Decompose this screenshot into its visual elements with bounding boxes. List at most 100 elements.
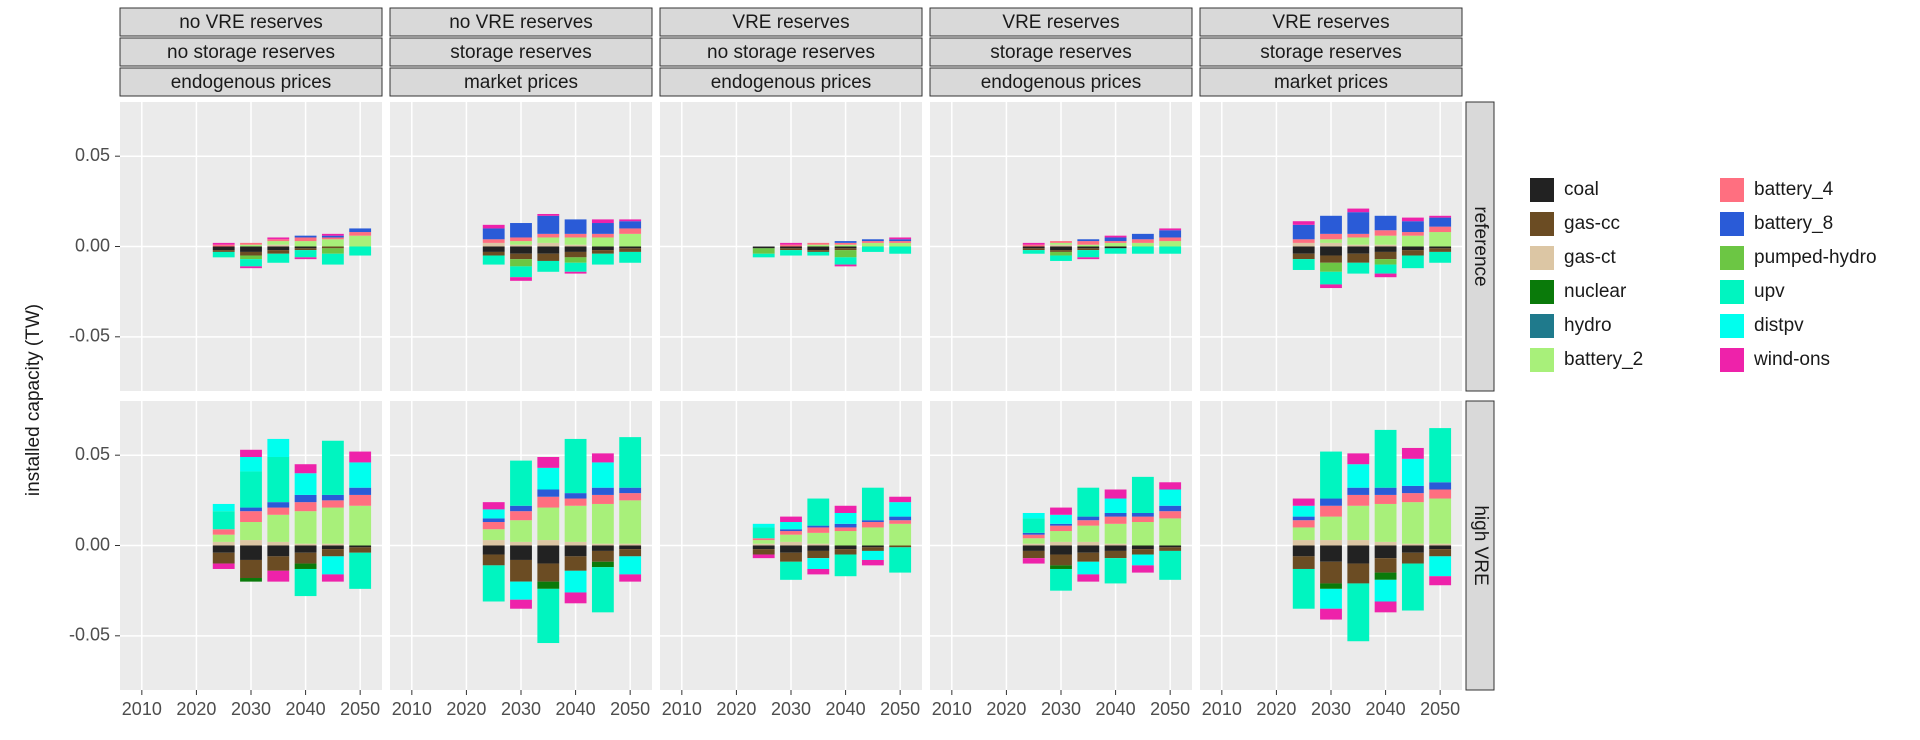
bar-segment — [537, 253, 560, 261]
bar-segment — [1159, 511, 1182, 519]
bar-segment — [1401, 502, 1424, 544]
bar-segment — [1401, 217, 1424, 222]
bar-segment — [267, 570, 290, 582]
bar-segment — [267, 502, 290, 508]
bar-segment — [834, 554, 857, 577]
bar-segment — [212, 529, 235, 535]
bar-segment — [240, 242, 262, 245]
bar-segment — [619, 545, 642, 550]
bar-segment — [349, 228, 372, 233]
legend-label: nuclear — [1564, 281, 1627, 302]
bar-segment — [780, 242, 802, 245]
bar-segment — [1401, 545, 1424, 553]
bar-segment — [267, 244, 290, 247]
bar-segment — [510, 581, 532, 600]
bar-segment — [537, 233, 560, 238]
bar-segment — [564, 244, 587, 247]
bar-segment — [564, 556, 587, 571]
bar-segment — [1050, 554, 1072, 566]
legend-key — [1530, 246, 1554, 270]
bar-segment — [267, 456, 290, 503]
x-tick-label: 2020 — [446, 699, 486, 719]
x-tick-label: 2040 — [826, 699, 866, 719]
bar-segment — [537, 237, 560, 243]
bar-segment — [1347, 583, 1370, 642]
bar-segment — [807, 532, 830, 544]
bar-segment — [591, 250, 614, 254]
x-tick-label: 2050 — [610, 699, 650, 719]
bar-segment — [1347, 487, 1370, 495]
bar-segment — [807, 251, 830, 256]
x-tick-label: 2050 — [1150, 699, 1190, 719]
bar-segment — [889, 237, 912, 240]
x-tick-label: 2040 — [1366, 699, 1406, 719]
bar-segment — [294, 552, 317, 564]
x-tick-label: 2010 — [1202, 699, 1242, 719]
y-tick-label: 0.00 — [75, 235, 110, 255]
bar-segment — [1292, 246, 1315, 254]
bar-segment — [321, 556, 344, 575]
bar-segment — [591, 223, 614, 234]
strip-label: no VRE reserves — [449, 12, 593, 33]
legend-key — [1530, 280, 1554, 304]
bar-segment — [321, 239, 344, 247]
bar-segment — [564, 545, 587, 557]
bar-segment — [1131, 246, 1154, 254]
bar-segment — [1022, 534, 1045, 539]
bar-segment — [267, 507, 290, 515]
bar-segment — [1320, 516, 1342, 541]
bar-segment — [1292, 540, 1315, 546]
bar-segment — [1104, 246, 1127, 249]
bar-segment — [619, 487, 642, 494]
bar-segment — [349, 232, 372, 236]
bar-segment — [482, 246, 505, 252]
bar-segment — [564, 251, 587, 258]
bar-segment — [1077, 520, 1100, 526]
bar-segment — [1104, 242, 1127, 247]
bar-segment — [240, 545, 262, 560]
bar-segment — [1022, 248, 1045, 251]
bar-segment — [1131, 549, 1154, 555]
bar-segment — [591, 545, 614, 551]
bar-segment — [1159, 237, 1182, 242]
bar-segment — [861, 547, 884, 551]
bar-segment — [889, 520, 912, 524]
bar-segment — [294, 250, 317, 258]
bar-segment — [1374, 429, 1397, 488]
bar-segment — [834, 531, 857, 546]
legend-label: battery_8 — [1754, 213, 1833, 234]
bar-segment — [564, 257, 587, 263]
bar-segment — [1401, 552, 1424, 564]
bar-segment — [1429, 543, 1452, 546]
bar-segment — [1292, 259, 1315, 270]
bar-segment — [780, 561, 802, 580]
bar-segment — [1401, 255, 1424, 269]
bar-segment — [1347, 237, 1370, 245]
bar-segment — [834, 242, 857, 245]
bar-segment — [1077, 541, 1100, 546]
bar-segment — [510, 253, 532, 260]
bar-segment — [1401, 447, 1424, 459]
bar-segment — [1429, 248, 1452, 252]
bar-segment — [212, 541, 235, 546]
bar-segment — [1131, 512, 1154, 517]
bar-segment — [482, 509, 505, 519]
x-tick-label: 2030 — [771, 699, 811, 719]
bar-segment — [807, 244, 830, 247]
bar-segment — [267, 241, 290, 245]
bar-segment — [619, 248, 642, 252]
bar-segment — [321, 253, 344, 265]
strip-label: market prices — [1274, 72, 1388, 93]
bar-segment — [240, 456, 262, 472]
bar-segment — [807, 527, 830, 533]
bar-segment — [1374, 601, 1397, 613]
bar-segment — [1292, 221, 1315, 225]
bar-segment — [619, 246, 642, 249]
bar-segment — [212, 511, 235, 530]
bar-segment — [834, 523, 857, 528]
bar-segment — [1159, 482, 1182, 490]
bar-segment — [834, 246, 857, 249]
bar-segment — [1292, 498, 1315, 506]
bar-segment — [889, 516, 912, 521]
bar-segment — [1429, 576, 1452, 586]
